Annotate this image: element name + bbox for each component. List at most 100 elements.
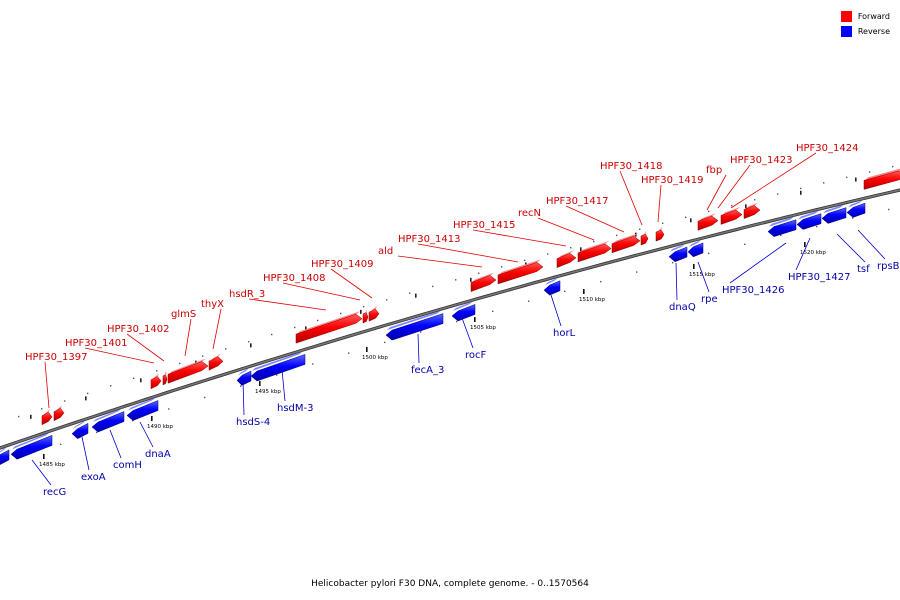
scale-dot (420, 331, 422, 333)
gene-label-hpf30-1417[interactable]: HPF30_1417 (546, 196, 608, 207)
gene-arrow-hpf30-1401[interactable] (150, 376, 162, 390)
gene-label-hpf30-1427[interactable]: HPF30_1427 (788, 272, 850, 283)
gene-arrow-dnaa[interactable] (126, 400, 159, 421)
gene-arrow-hpf30-1423[interactable] (720, 209, 743, 225)
gene-label-fbp[interactable]: fbp (706, 165, 722, 176)
gene-label-hpf30-1418[interactable]: HPF30_1418 (600, 161, 662, 172)
kbp-tick-label: 1520 kbp (800, 250, 826, 256)
scale-dot (340, 312, 342, 315)
gene-arrow-hpf30-1397[interactable] (41, 412, 53, 426)
leader-line-hsdm-3 (281, 369, 286, 402)
gene-arrow-bevel (453, 301, 473, 311)
gene-arrow-tsf[interactable] (846, 202, 866, 218)
gene-arrow-exoa[interactable] (71, 422, 89, 439)
kbp-tick-mark (693, 264, 695, 269)
gene-label-rpsb[interactable]: rpsB (877, 261, 900, 272)
gene-arrow-ald[interactable] (470, 275, 497, 292)
gene-arrow-dnaq[interactable] (668, 246, 688, 263)
gene-arrow[interactable] (362, 312, 369, 324)
gene-label-hsds-4[interactable]: hsdS-4 (236, 417, 270, 428)
gene-arrow-fbp[interactable] (697, 215, 719, 231)
scale-dot (754, 199, 756, 201)
gene-label-horl[interactable]: horL (553, 328, 576, 339)
leader-line-hpf30-1409 (330, 268, 373, 299)
leader-line-feca-3 (417, 333, 420, 364)
gene-arrow-hsdr-3[interactable] (295, 313, 363, 344)
gene-arrow-hpf30-1427[interactable] (821, 207, 847, 224)
gene-label-dnaa[interactable]: dnaA (145, 449, 171, 460)
scale-dot (708, 210, 710, 213)
gene-arrow-hpf30-1418[interactable] (640, 233, 649, 246)
gene-label-hsdm-3[interactable]: hsdM-3 (277, 403, 314, 414)
gene-label-hpf30-1413[interactable]: HPF30_1413 (398, 234, 460, 245)
gene-label-hpf30-1426[interactable]: HPF30_1426 (722, 285, 784, 296)
gene-label-ald[interactable]: ald (378, 246, 393, 257)
gene-arrow[interactable] (53, 408, 65, 422)
gene-label-comh[interactable]: comH (113, 460, 142, 471)
gene-label-dnaq[interactable]: dnaQ (669, 302, 696, 313)
gene-label-hpf30-1397[interactable]: HPF30_1397 (25, 352, 87, 363)
gene-arrow-bevel (252, 351, 303, 372)
gene-label-hpf30-1401[interactable]: HPF30_1401 (65, 338, 127, 349)
gene-arrow-hpf30-1415[interactable] (556, 253, 577, 268)
gene-label-thyx[interactable]: thyX (201, 299, 224, 310)
leader-line-dnaa (139, 421, 154, 448)
gene-arrow-hsdm-3[interactable] (250, 354, 306, 382)
gene-label-tsf[interactable]: tsf (857, 264, 870, 275)
gene-label-hpf30-1419[interactable]: HPF30_1419 (641, 175, 703, 186)
gene-arrow-rpe[interactable] (687, 242, 704, 258)
scale-dot (294, 326, 296, 329)
gene-label-feca-3[interactable]: fecA_3 (411, 365, 444, 376)
gene-arrow-hpf30-1426[interactable] (796, 213, 822, 230)
gene-arrow-feca-3[interactable] (385, 313, 444, 341)
gene-arrow-recg[interactable] (10, 435, 53, 460)
scale-dot (156, 370, 158, 372)
gene-arrow-thyx[interactable] (208, 356, 224, 371)
gene-label-glms[interactable]: glmS (171, 309, 196, 320)
scale-dot (204, 396, 206, 399)
gene-arrow-hpf30-1419[interactable] (655, 229, 665, 242)
gene-label-rocf[interactable]: rocF (465, 350, 487, 361)
gene-arrow[interactable] (0, 449, 10, 465)
gene-arrow-hsds-4[interactable] (236, 370, 252, 386)
gene-arrow-hpf30-1413[interactable] (497, 262, 544, 285)
scale-tick (800, 190, 802, 195)
gene-label-hpf30-1409[interactable]: HPF30_1409 (311, 259, 373, 270)
gene-label-hpf30-1408[interactable]: HPF30_1408 (263, 273, 325, 284)
gene-arrow-rocf[interactable] (451, 304, 476, 322)
gene-arrow-hpf30-1424[interactable] (863, 170, 900, 190)
gene-arrow-hpf30-1402[interactable] (162, 374, 168, 386)
scale-dot (892, 165, 894, 168)
gene-arrow[interactable] (743, 205, 761, 219)
leader-line-ald (397, 255, 483, 268)
scale-dot (639, 228, 641, 230)
scale-dot (409, 292, 411, 294)
scale-dot (501, 266, 503, 268)
scale-dot (60, 443, 62, 446)
scale-tick (415, 293, 417, 298)
gene-label-recn[interactable]: recN (518, 208, 541, 219)
gene-arrow-hpf30-1417[interactable] (611, 236, 641, 254)
scale-dot (636, 271, 638, 273)
gene-label-exoa[interactable]: exoA (81, 472, 106, 483)
gene-label-rpe[interactable]: rpe (701, 294, 718, 305)
scale-tick (85, 396, 87, 401)
gene-arrow[interactable] (767, 219, 797, 237)
gene-arrow-comh[interactable] (91, 411, 125, 433)
gene-arrow-recn[interactable] (577, 243, 612, 263)
scale-dot (524, 259, 526, 262)
gene-arrow-horl[interactable] (543, 280, 561, 296)
gene-arrow-hpf30-1409[interactable] (368, 308, 380, 322)
scale-dot (455, 279, 457, 281)
gene-label-hpf30-1402[interactable]: HPF30_1402 (107, 324, 169, 335)
gene-label-hpf30-1415[interactable]: HPF30_1415 (453, 220, 515, 231)
gene-label-hpf30-1423[interactable]: HPF30_1423 (730, 155, 792, 166)
gene-arrow-bevel (387, 310, 441, 331)
gene-arrow-glms[interactable] (167, 361, 209, 384)
gene-label-recg[interactable]: recG (43, 487, 66, 498)
gene-label-hpf30-1424[interactable]: HPF30_1424 (796, 143, 858, 154)
scale-dot (564, 290, 566, 293)
scale-dot (708, 252, 710, 255)
gene-label-hsdr-3[interactable]: hsdR_3 (229, 289, 265, 300)
leader-line-hpf30-1413 (417, 243, 519, 263)
